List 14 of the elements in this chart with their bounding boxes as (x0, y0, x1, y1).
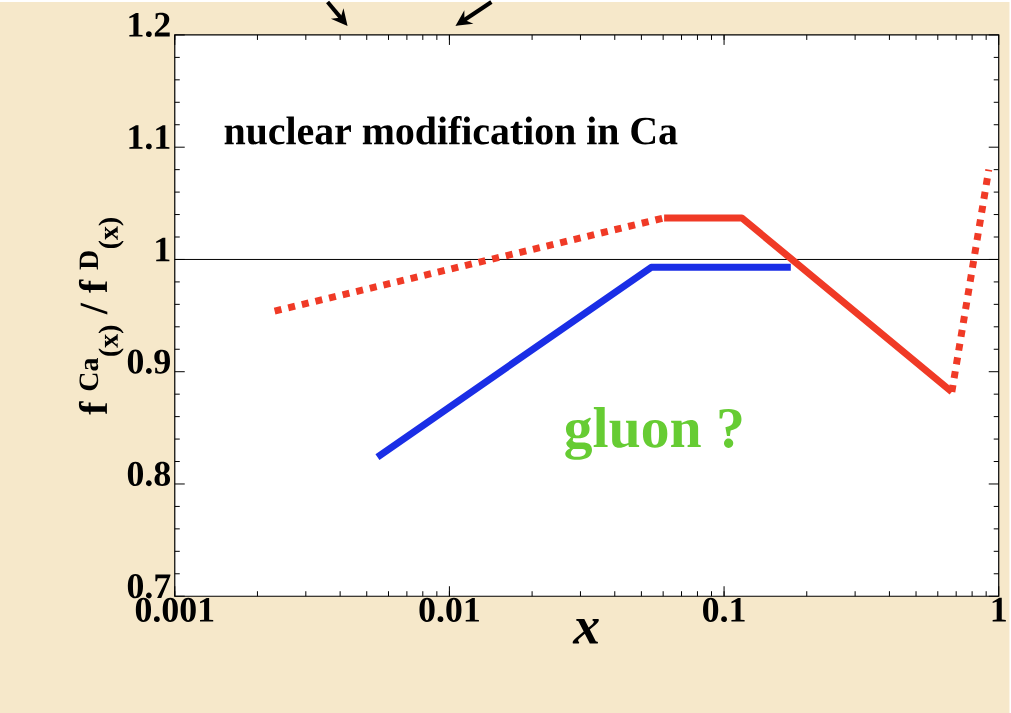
y-tick-label: 1 (156, 237, 170, 262)
y-tick-label: 0.9 (127, 349, 170, 374)
annotation: nuclear modification in Ca (224, 116, 678, 145)
x-axis-title: x (572, 618, 599, 644)
y-tick-label: 0.7 (127, 574, 171, 599)
y-tick-label: 1.1 (129, 125, 170, 150)
x-tick-label: 0.001 (135, 597, 214, 623)
x-tick-label: 0.1 (703, 597, 745, 623)
y-axis-title: f $^{Ca}$$_{(x)}$ / f $^{D}$(x) (78, 218, 124, 415)
y-tick-label: 0.8 (127, 461, 171, 487)
annotation: gluon ? (565, 407, 742, 460)
x-tick-label: 1 (992, 597, 1006, 622)
y-tick-label: 1.2 (129, 12, 170, 38)
x-tick-label: 0.01 (419, 597, 479, 623)
